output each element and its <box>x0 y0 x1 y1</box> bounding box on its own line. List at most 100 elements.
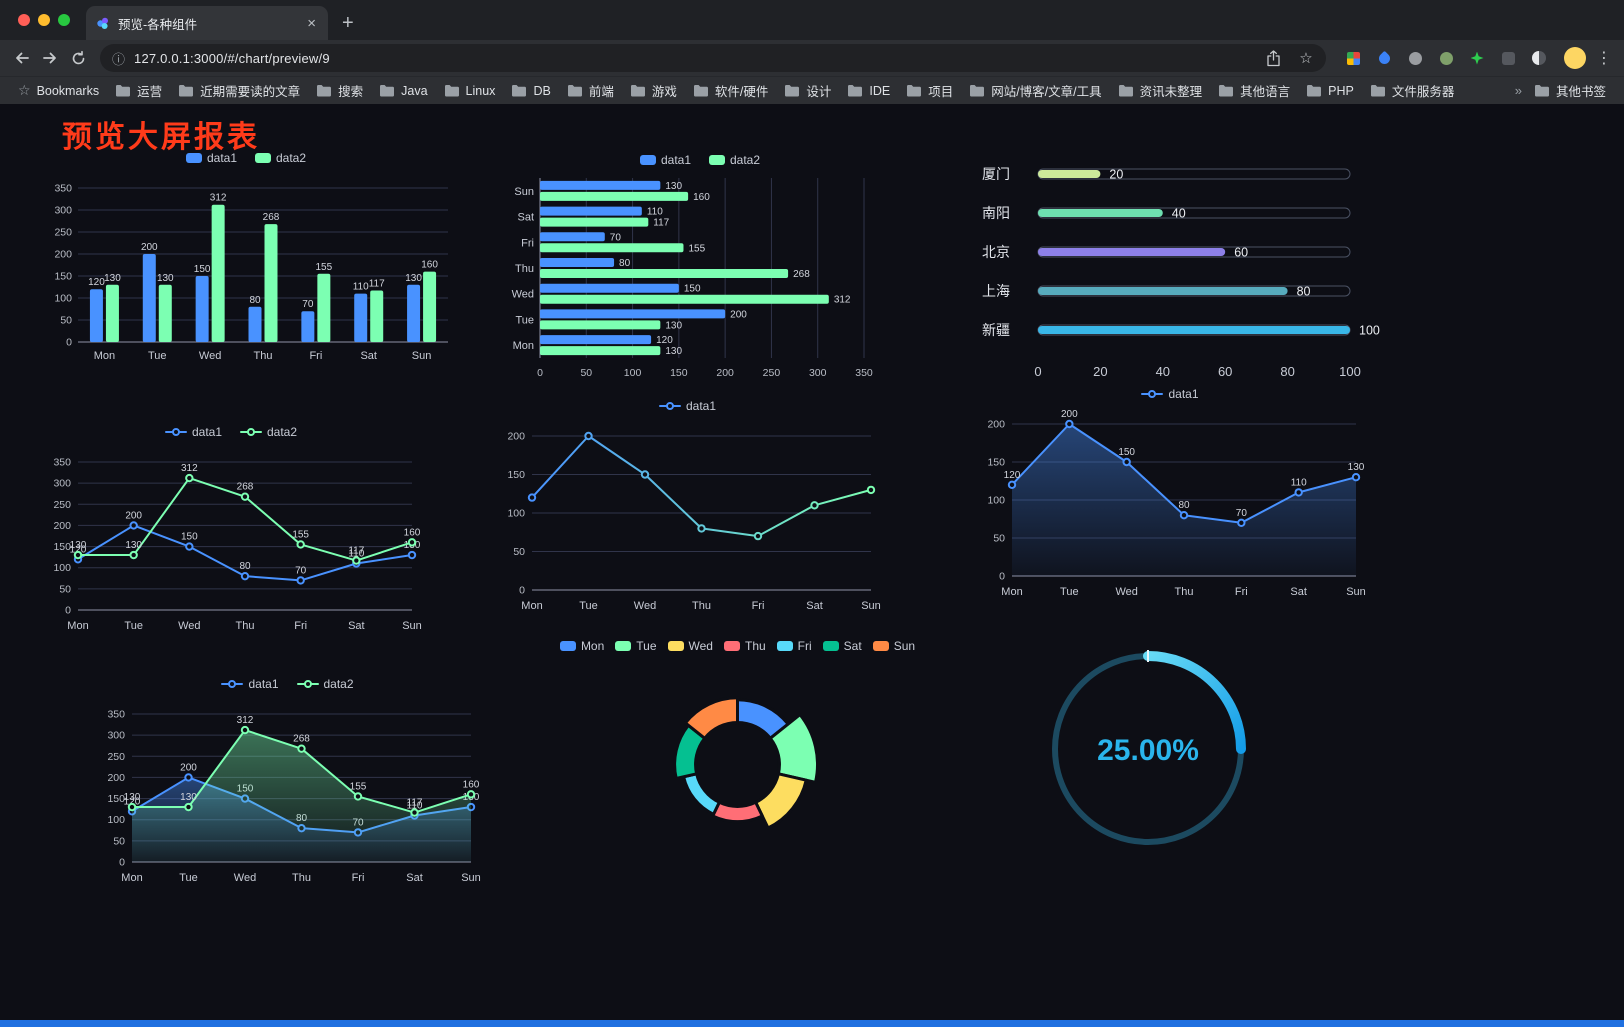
folder-icon <box>630 84 646 97</box>
svg-text:50: 50 <box>60 315 72 327</box>
legend-label: Sun <box>893 639 916 653</box>
area-line-chart: data1 0 50 100 150 200 Mon Tue Wed Thu Fri Sat Sun 1… <box>970 384 1370 602</box>
svg-text:150: 150 <box>181 532 198 543</box>
svg-text:200: 200 <box>125 510 142 521</box>
bookmark-folder-item[interactable]: 设计 <box>776 78 839 103</box>
svg-text:50: 50 <box>580 367 592 379</box>
legend-item[interactable]: Wed <box>667 639 713 653</box>
extension-icon-green-star[interactable] <box>1467 48 1487 68</box>
svg-text:350: 350 <box>107 709 125 721</box>
line-chart-two-series: data1 data2 0 50 100 150 200 250 300 350 Mon Tue We… <box>36 422 426 636</box>
address-bar[interactable]: ⓘ 127.0.0.1:3000/#/chart/preview/9 ☆ <box>100 44 1326 72</box>
bookmark-folder-item[interactable]: 资讯未整理 <box>1110 78 1211 103</box>
svg-text:130: 130 <box>1348 462 1365 473</box>
legend-label: data2 <box>267 425 298 439</box>
minimize-window-button[interactable] <box>38 14 50 26</box>
bookmark-folder-item[interactable]: IDE <box>839 78 898 103</box>
bookmark-folder-item[interactable]: 软件/硬件 <box>685 78 776 103</box>
bookmark-folder-item[interactable]: PHP <box>1298 78 1362 103</box>
bookmark-folder-item[interactable]: 搜索 <box>308 78 371 103</box>
svg-text:80: 80 <box>1280 364 1294 379</box>
bookmark-label: DB <box>533 83 551 98</box>
back-icon[interactable] <box>8 44 36 72</box>
reload-icon[interactable] <box>64 44 92 72</box>
svg-text:250: 250 <box>53 499 71 511</box>
bookmark-label: 近期需要读的文章 <box>200 85 301 99</box>
legend-item[interactable]: data1 <box>221 677 279 691</box>
bookmark-folder-item[interactable]: 网站/博客/文章/工具 <box>961 78 1109 103</box>
new-tab-button[interactable]: + <box>342 11 354 34</box>
legend-item[interactable]: data1 <box>185 151 237 165</box>
legend-item[interactable]: data2 <box>240 425 297 439</box>
extension-icon-half-circle[interactable] <box>1529 48 1549 68</box>
folder-icon <box>115 84 131 97</box>
fullscreen-window-button[interactable] <box>58 14 70 26</box>
profile-avatar[interactable] <box>1564 47 1586 69</box>
bookmark-folder-item[interactable]: DB <box>503 78 558 103</box>
tab-title: 预览-各种组件 <box>118 17 198 32</box>
tab-close-icon[interactable]: × <box>307 14 316 32</box>
folder-icon <box>969 84 985 97</box>
svg-text:160: 160 <box>421 260 438 271</box>
svg-text:Sat: Sat <box>806 600 823 612</box>
legend-item[interactable]: data1 <box>1141 387 1199 401</box>
svg-text:200: 200 <box>507 431 525 443</box>
chart-legend: data1 data2 <box>639 150 760 170</box>
chart-legend: data1 <box>1141 384 1199 404</box>
legend-item[interactable]: Sat <box>822 639 862 653</box>
close-window-button[interactable] <box>18 14 30 26</box>
legend-item[interactable]: data2 <box>296 677 354 691</box>
svg-text:Mon: Mon <box>1001 586 1022 598</box>
other-bookmarks-button[interactable]: 其他书签 <box>1526 78 1614 103</box>
bookmark-star-icon[interactable]: ☆ <box>1299 50 1313 67</box>
legend-item[interactable]: Sun <box>872 639 916 653</box>
url-text[interactable]: 127.0.0.1:3000/#/chart/preview/9 <box>134 50 330 66</box>
legend-line-icon <box>1141 390 1164 398</box>
extension-icon-gray-circle[interactable] <box>1405 48 1425 68</box>
legend-label: data2 <box>276 151 307 165</box>
svg-text:120: 120 <box>70 544 87 555</box>
browser-tab[interactable]: 预览-各种组件 × <box>86 6 328 40</box>
bookmark-folder-item[interactable]: 近期需要读的文章 <box>170 78 308 103</box>
svg-text:40: 40 <box>1172 207 1186 221</box>
bookmark-folder-item[interactable]: Java <box>371 78 435 103</box>
legend-item[interactable]: data1 <box>164 425 222 439</box>
forward-icon[interactable] <box>36 44 64 72</box>
svg-text:Sat: Sat <box>348 620 365 632</box>
extension-icon-dark-square[interactable] <box>1498 48 1518 68</box>
svg-text:Wed: Wed <box>1115 586 1137 598</box>
bookmark-folder-item[interactable]: 文件服务器 <box>1362 78 1463 103</box>
legend-item[interactable]: data1 <box>658 399 716 413</box>
svg-text:130: 130 <box>665 320 682 331</box>
bookmark-item-bookmarks[interactable]: ☆ Bookmarks <box>10 79 107 102</box>
bookmark-folder-item[interactable]: 前端 <box>559 78 622 103</box>
svg-text:312: 312 <box>237 715 254 726</box>
bookmark-folder-item[interactable]: 其他语言 <box>1210 78 1298 103</box>
bookmark-folder-item[interactable]: 游戏 <box>622 78 685 103</box>
bookmark-folder-item[interactable]: 项目 <box>898 78 961 103</box>
folder-icon <box>1118 84 1134 97</box>
bookmark-folder-item[interactable]: Linux <box>436 78 504 103</box>
svg-text:Tue: Tue <box>1060 586 1079 598</box>
legend-item[interactable]: Fri <box>776 639 812 653</box>
legend-item[interactable]: Mon <box>559 639 604 653</box>
legend-item[interactable]: Thu <box>723 639 766 653</box>
svg-text:150: 150 <box>54 271 72 283</box>
legend-item[interactable]: Tue <box>615 639 657 653</box>
bookmark-label: Bookmarks <box>36 83 100 98</box>
legend-item[interactable]: data2 <box>255 151 306 165</box>
bookmarks-overflow-chevron[interactable]: » <box>1514 83 1522 98</box>
svg-text:Thu: Thu <box>692 600 711 612</box>
bookmark-label: 搜索 <box>338 85 364 99</box>
extension-icon-grid[interactable] <box>1343 48 1363 68</box>
page-info-icon[interactable]: ⓘ <box>112 51 126 67</box>
bookmark-folder-item[interactable]: 运营 <box>107 78 170 103</box>
legend-item[interactable]: data2 <box>709 153 760 167</box>
folder-icon <box>567 84 583 97</box>
legend-item[interactable]: data1 <box>639 153 691 167</box>
svg-text:110: 110 <box>407 800 423 811</box>
extension-icon-green-circle[interactable] <box>1436 48 1456 68</box>
share-icon[interactable] <box>1261 46 1285 70</box>
extension-icon-drop[interactable] <box>1374 48 1394 68</box>
menu-icon[interactable]: ⋮ <box>1596 50 1612 67</box>
